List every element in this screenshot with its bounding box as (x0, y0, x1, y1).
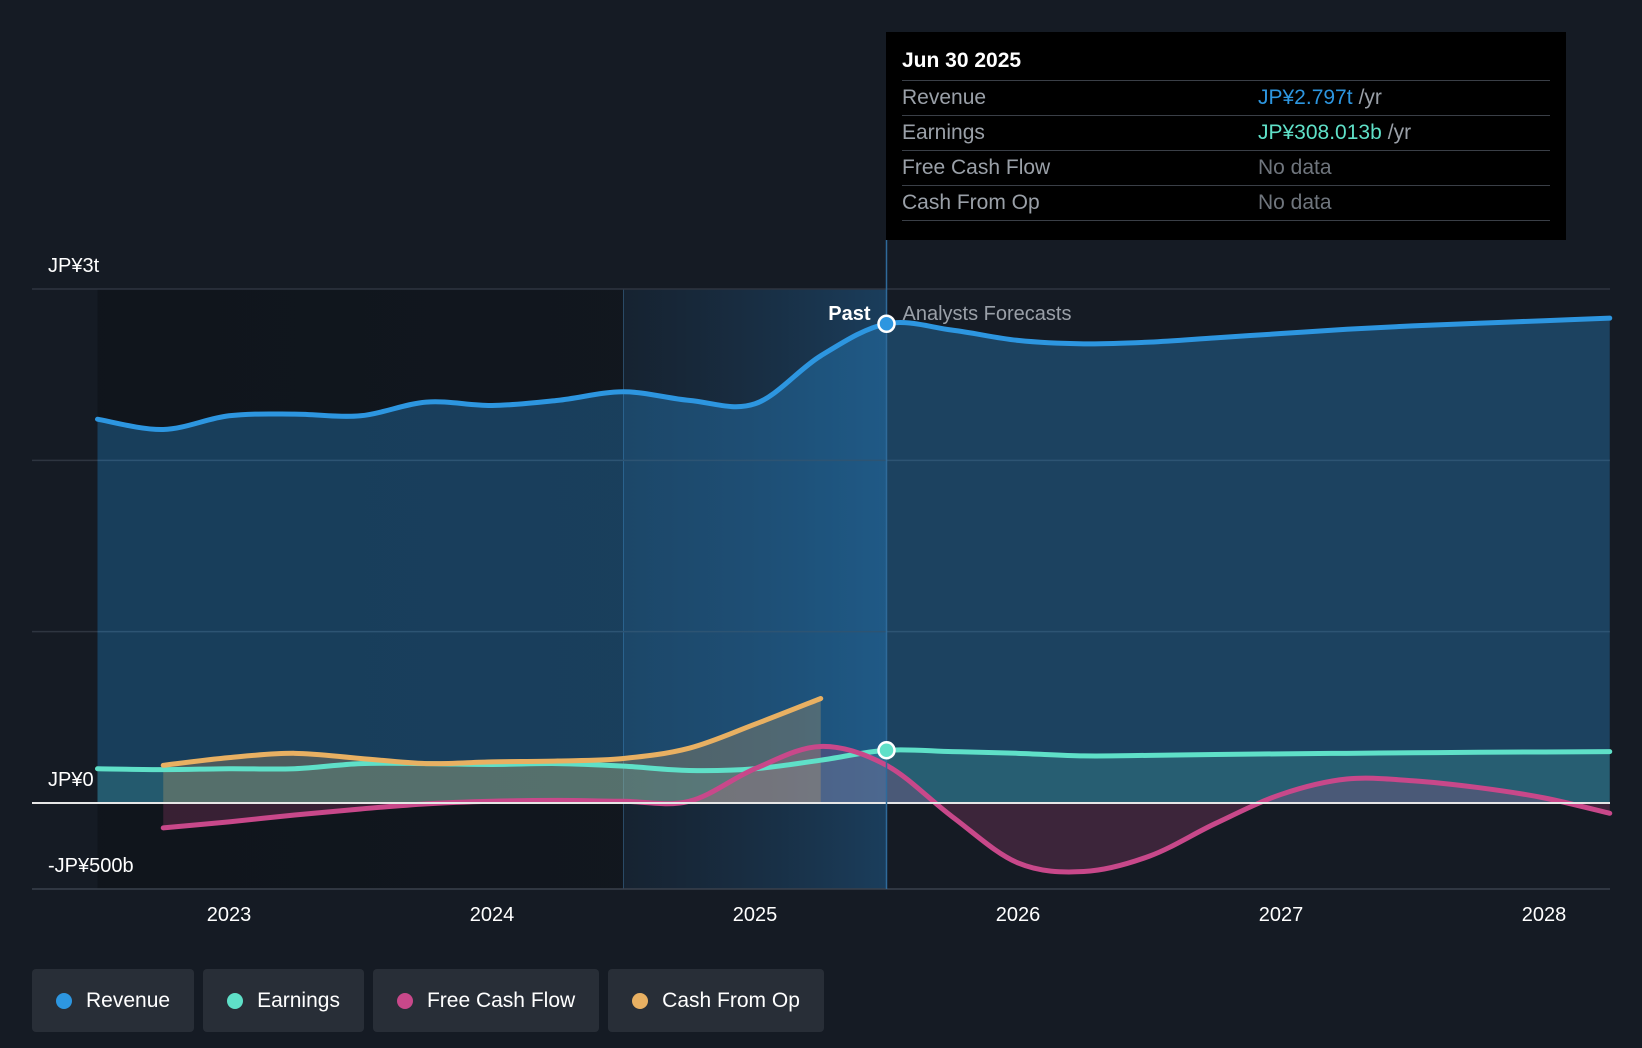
legend-item-revenue[interactable]: Revenue (32, 969, 195, 1032)
financial-chart: JP¥3t JP¥0 -JP¥500b 2023 2024 2025 2026 2027 202… (32, 240, 1613, 926)
cash-from-op-line (160, 695, 824, 768)
tooltip-row: Cash From Op No data (902, 185, 1550, 221)
tooltip-row-unit: /yr (1358, 86, 1382, 109)
legend-dot-icon (396, 992, 413, 1009)
past-label: Past (828, 303, 871, 325)
legend-label: Earnings (257, 988, 340, 1012)
x-tick-label: 2026 (996, 904, 1041, 926)
legend-dot-icon (56, 992, 72, 1009)
tooltip-row-name: Earnings (902, 121, 985, 144)
revenue-marker (877, 314, 896, 334)
cash-from-op-area (163, 698, 821, 803)
legend-item-cash-from-op[interactable]: Cash From Op (608, 969, 824, 1032)
tooltip-row-name: Cash From Op (902, 191, 1040, 214)
tooltip-row-value: JP¥308.013b (1258, 121, 1382, 144)
earnings-marker (877, 740, 896, 760)
forecast-label: Analysts Forecasts (903, 303, 1072, 325)
tooltip-row: Free Cash Flow No data (902, 150, 1550, 185)
tooltip-date: Jun 30 2025 (902, 49, 1022, 72)
legend-label: Free Cash Flow (426, 988, 576, 1012)
tooltip: Jun 30 2025 Revenue JP¥2.797t/yr Earnings J… (886, 32, 1566, 240)
tooltip-row-value: No data (1258, 191, 1332, 214)
revenue-area (97, 318, 1610, 803)
legend-item-free-cash-flow[interactable]: Free Cash Flow (372, 969, 600, 1032)
x-tick-label: 2027 (1259, 904, 1304, 926)
past-shade (97, 289, 624, 889)
highlight-shade (623, 289, 887, 889)
y-tick-label: JP¥0 (48, 769, 94, 791)
tooltip-row-value-group: No data (1258, 156, 1332, 180)
tooltip-row-value: No data (1258, 156, 1332, 179)
legend-item-earnings[interactable]: Earnings (203, 969, 364, 1032)
legend-dot-icon (227, 992, 244, 1009)
tooltip-row-value-group: No data (1258, 191, 1332, 215)
y-tick-label: -JP¥500b (48, 855, 134, 877)
legend-label: Revenue (86, 988, 171, 1012)
tooltip-row: Earnings JP¥308.013b/yr (902, 115, 1550, 150)
tooltip-row-value-group: JP¥308.013b/yr (1258, 121, 1411, 145)
tooltip-row-value: JP¥2.797t (1258, 86, 1353, 109)
legend-label: Cash From Op (662, 988, 800, 1012)
legend-dot-icon (632, 992, 649, 1009)
x-tick-label: 2023 (207, 904, 252, 926)
tooltip-row: Revenue JP¥2.797t/yr (902, 80, 1550, 115)
tooltip-row-value-group: JP¥2.797t/yr (1258, 86, 1382, 110)
x-tick-label: 2024 (470, 904, 515, 926)
x-tick-label: 2025 (733, 904, 778, 926)
x-tick-label: 2028 (1522, 904, 1567, 926)
earnings-line (95, 747, 1613, 774)
tooltip-row-unit: /yr (1387, 121, 1412, 144)
tooltip-row-name: Free Cash Flow (902, 156, 1051, 179)
y-tick-label: JP¥3t (48, 255, 100, 277)
tooltip-row-name: Revenue (902, 86, 987, 109)
legend: Revenue Earnings Free Cash Flow Cash From O… (32, 969, 824, 1032)
revenue-line (95, 315, 1613, 432)
earnings-area (97, 749, 1610, 803)
